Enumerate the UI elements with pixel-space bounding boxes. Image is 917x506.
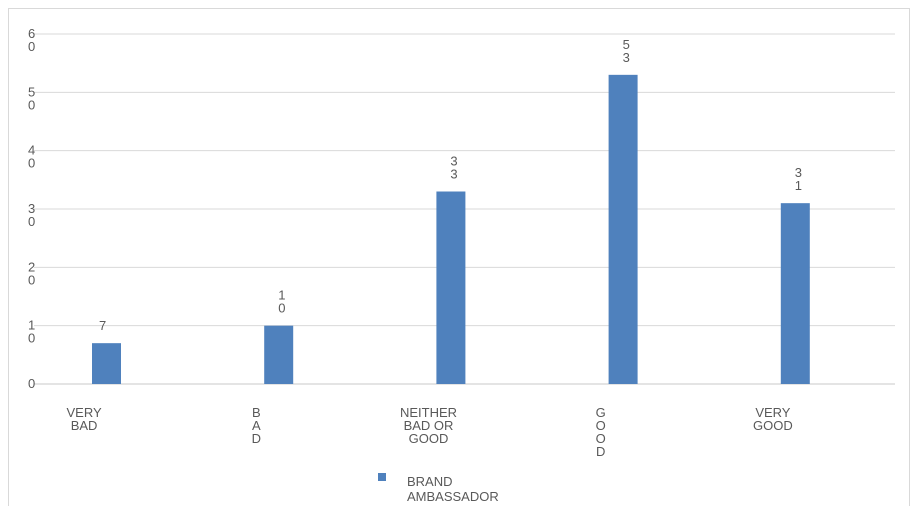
y-tick-label: 0 (28, 376, 35, 391)
x-category-label: VERY BAD (67, 405, 102, 433)
data-label: 7 (99, 318, 106, 333)
legend: BRAND AMBASSADOR (378, 473, 499, 504)
bar (92, 343, 121, 384)
data-labels: 7 1 0 3 3 5 3 3 1 (99, 37, 802, 333)
legend-swatch (378, 473, 386, 481)
bar (436, 191, 466, 384)
x-axis-categories: VERY BAD B A D NEITHER BAD OR GOOD G O O D VERY GOOD (67, 405, 793, 459)
chart-frame (8, 8, 910, 506)
x-category-label: VERY GOOD (753, 405, 793, 433)
x-category-label: NEITHER BAD OR GOOD (400, 405, 457, 446)
bars (92, 74, 810, 384)
bar (608, 74, 638, 384)
bar (264, 325, 294, 384)
legend-label: BRAND AMBASSADOR (407, 474, 499, 504)
bar (780, 203, 810, 384)
y-axis-ticks: 0 1 0 2 0 3 0 4 0 5 0 6 0 (28, 26, 35, 391)
